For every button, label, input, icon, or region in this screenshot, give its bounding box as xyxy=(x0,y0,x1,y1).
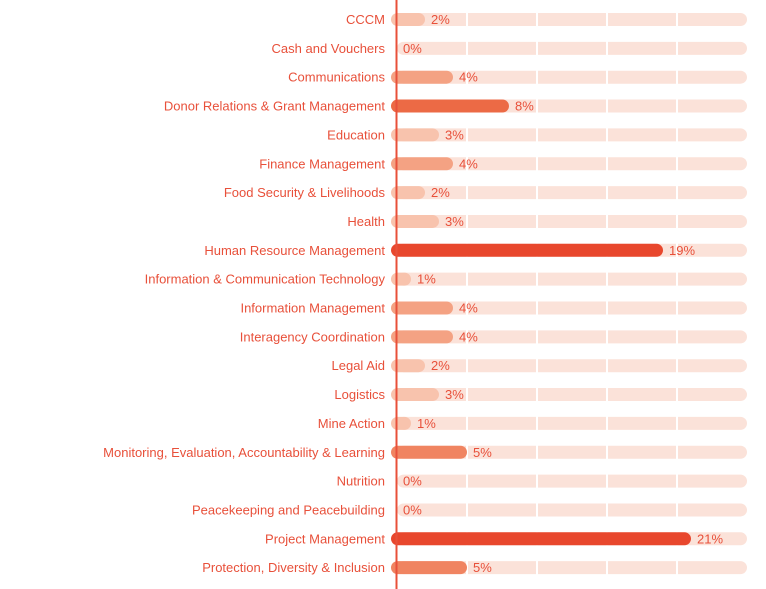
category-label: Interagency Coordination xyxy=(240,329,385,344)
bar-track xyxy=(397,70,747,84)
bar-track xyxy=(397,474,747,488)
bar xyxy=(391,243,663,257)
category-label: Project Management xyxy=(265,531,385,546)
bar xyxy=(391,359,425,373)
value-label: 4% xyxy=(459,329,478,344)
category-label: Nutrition xyxy=(337,474,385,489)
bar xyxy=(391,416,411,430)
bar xyxy=(391,70,453,84)
category-label: Cash and Vouchers xyxy=(272,41,386,56)
category-label: Human Resource Management xyxy=(204,243,385,258)
value-label: 2% xyxy=(431,12,450,27)
category-label: Information Management xyxy=(240,301,385,316)
category-label: Monitoring, Evaluation, Accountability &… xyxy=(103,445,385,460)
bar xyxy=(391,186,425,200)
category-label: Health xyxy=(347,214,385,229)
value-label: 2% xyxy=(431,358,450,373)
value-label: 3% xyxy=(445,127,464,142)
bar xyxy=(391,99,509,113)
bar xyxy=(391,330,453,344)
bar-track xyxy=(397,214,747,228)
value-label: 1% xyxy=(417,272,436,287)
bar-track xyxy=(397,561,747,575)
category-label: Protection, Diversity & Inclusion xyxy=(202,560,385,575)
value-label: 3% xyxy=(445,387,464,402)
bar-track xyxy=(397,445,747,459)
value-label: 4% xyxy=(459,70,478,85)
value-label: 4% xyxy=(459,156,478,171)
bar-track xyxy=(397,416,747,430)
bar-track xyxy=(397,301,747,315)
category-label: Peacekeeping and Peacebuilding xyxy=(192,502,385,517)
value-label: 0% xyxy=(403,474,422,489)
value-label: 21% xyxy=(697,531,723,546)
bar xyxy=(391,445,467,459)
bar xyxy=(391,214,439,228)
category-label: Donor Relations & Grant Management xyxy=(164,99,386,114)
category-label: Communications xyxy=(288,70,385,85)
bar xyxy=(391,13,425,26)
bar-track xyxy=(397,503,747,517)
bar-track xyxy=(397,272,747,286)
bar-track xyxy=(397,13,747,26)
value-label: 0% xyxy=(403,502,422,517)
value-label: 3% xyxy=(445,214,464,229)
value-label: 4% xyxy=(459,301,478,316)
category-label: Information & Communication Technology xyxy=(145,272,386,287)
bar-track xyxy=(397,157,747,171)
category-label: Education xyxy=(327,127,385,142)
category-label: CCCM xyxy=(346,12,385,27)
bar xyxy=(391,128,439,142)
bar-track xyxy=(397,330,747,344)
bar xyxy=(391,532,691,546)
bar-track xyxy=(397,128,747,142)
value-label: 1% xyxy=(417,416,436,431)
category-label: Finance Management xyxy=(259,156,385,171)
bar xyxy=(391,157,453,171)
value-label: 5% xyxy=(473,560,492,575)
category-label: Legal Aid xyxy=(332,358,386,373)
category-label: Mine Action xyxy=(318,416,385,431)
bar xyxy=(391,272,411,286)
value-label: 8% xyxy=(515,99,534,114)
bar-track xyxy=(397,359,747,373)
bar-track xyxy=(397,41,747,55)
value-label: 5% xyxy=(473,445,492,460)
bar xyxy=(391,561,467,575)
bar-track xyxy=(397,186,747,200)
bar xyxy=(391,301,453,315)
category-label: Logistics xyxy=(334,387,385,402)
bar xyxy=(391,388,439,402)
category-label: Food Security & Livelihoods xyxy=(224,185,386,200)
value-label: 19% xyxy=(669,243,695,258)
bar-track xyxy=(397,388,747,402)
value-label: 0% xyxy=(403,41,422,56)
value-label: 2% xyxy=(431,185,450,200)
